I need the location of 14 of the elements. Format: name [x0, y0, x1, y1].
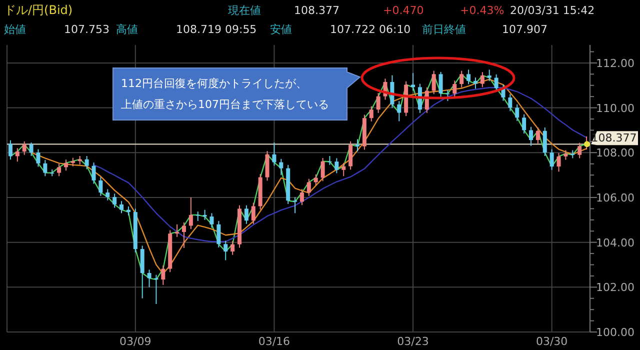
chart-title: ドル/円(Bid) — [4, 3, 73, 17]
text: 108.719 09:55 — [176, 23, 257, 36]
text: +0.470 — [383, 4, 424, 17]
text: 安値 — [270, 23, 292, 36]
text: 107.722 06:10 — [330, 23, 411, 36]
text: 高値 — [116, 23, 138, 36]
text: 107.907 — [502, 23, 548, 36]
text: +0.43% — [460, 4, 504, 17]
text: 107.753 — [64, 23, 110, 36]
text: 前日終値 — [422, 23, 466, 36]
text: 108.377 — [294, 4, 340, 17]
text: 20/03/31 15:42 — [510, 4, 595, 17]
text: 始値 — [4, 23, 26, 36]
text: 現在値 — [228, 4, 261, 17]
